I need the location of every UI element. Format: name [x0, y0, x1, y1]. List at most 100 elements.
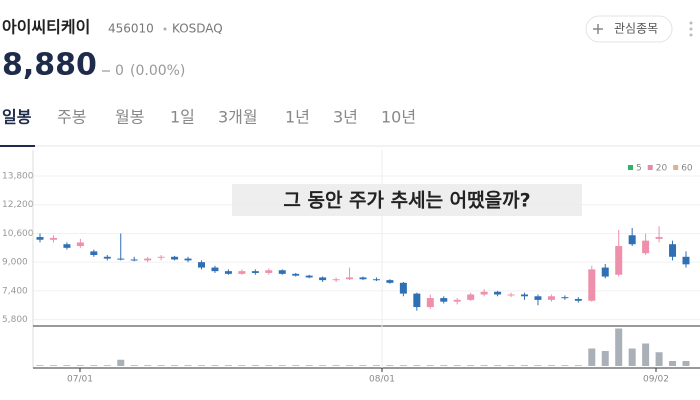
volume-bar	[628, 348, 636, 366]
caption-bg	[232, 184, 582, 216]
candle-body	[144, 258, 152, 261]
x-tick-label: 07/01	[67, 375, 93, 385]
candle-body	[453, 299, 461, 302]
volume-bar	[682, 361, 690, 366]
candle-body	[480, 291, 488, 295]
volume-bar	[655, 352, 663, 366]
candle-body	[305, 275, 313, 278]
volume-bar	[103, 365, 111, 366]
market: KOSDAQ	[172, 22, 223, 36]
volume-bar	[413, 365, 421, 366]
stock-name: 아이씨티케이	[2, 18, 90, 37]
y-tick-label: 12,200	[2, 200, 34, 210]
candle-body	[319, 277, 327, 281]
volume-bar	[372, 365, 380, 366]
volume-bar	[615, 328, 623, 366]
volume-bar	[588, 348, 596, 366]
tab[interactable]: 3개월	[218, 108, 258, 127]
candle-body	[601, 267, 609, 277]
volume-bar	[184, 365, 192, 366]
candle-body	[628, 235, 636, 245]
tab[interactable]: 1년	[285, 108, 310, 127]
candle-body	[63, 244, 71, 248]
tab[interactable]: 1일	[170, 108, 195, 127]
volume-bar	[547, 365, 555, 366]
candle-body	[467, 294, 475, 300]
candle-body	[399, 282, 407, 294]
tab[interactable]: 월봉	[115, 108, 144, 127]
tab[interactable]: 10년	[381, 108, 416, 127]
tab[interactable]: 일봉	[2, 108, 32, 127]
candle-body	[547, 296, 555, 300]
volume-bar	[426, 365, 434, 366]
candle-body	[521, 294, 528, 297]
volume-bar	[36, 365, 44, 366]
volume-bar	[346, 365, 354, 366]
volume-bar	[507, 365, 515, 366]
tab[interactable]: 주봉	[57, 108, 86, 127]
candle-body	[130, 259, 138, 261]
volume-bar	[49, 365, 57, 366]
tab[interactable]: 3년	[333, 108, 358, 127]
volume-bar	[63, 365, 71, 366]
volume-bar	[453, 365, 461, 366]
volume-bar	[467, 365, 475, 366]
volume-bar	[440, 365, 448, 366]
volume-bar	[494, 365, 502, 366]
candle-body	[157, 256, 165, 258]
candle-body	[103, 256, 111, 259]
volume-bar	[130, 365, 138, 366]
candle-body	[615, 246, 623, 275]
volume-bar	[144, 365, 152, 366]
candle-body	[359, 277, 367, 280]
volume-bar	[601, 351, 609, 366]
volume-bar	[238, 365, 246, 366]
volume-bar	[480, 365, 488, 366]
legend-swatch	[628, 165, 633, 170]
volume-bar	[292, 365, 300, 366]
more-menu[interactable]	[689, 21, 693, 37]
candle-body	[211, 267, 219, 272]
candle-body	[507, 294, 515, 296]
candle-body	[76, 242, 84, 247]
candle-body	[224, 271, 232, 274]
candle-body	[117, 258, 125, 260]
volume-bar	[171, 365, 179, 366]
volume-bar	[561, 365, 569, 366]
volume-bar	[198, 365, 205, 366]
separator-dot	[163, 27, 167, 31]
volume-bar	[90, 365, 98, 366]
candle-body	[265, 270, 273, 273]
volume-bar	[669, 361, 677, 366]
candle-body	[346, 277, 354, 280]
candle-body	[426, 298, 434, 308]
price: 8,880	[2, 48, 97, 83]
y-tick-label: 7,400	[2, 286, 28, 296]
candle-body	[386, 280, 394, 283]
volume-bar	[534, 365, 542, 366]
legend-swatch	[647, 165, 653, 170]
candle-body	[682, 256, 690, 265]
tab-bar: 일봉 주봉 월봉 1일 3개월 1년 3년 10년	[2, 108, 416, 127]
candle-body	[251, 271, 259, 273]
y-tick-label: 13,800	[2, 172, 34, 182]
candle-body	[332, 279, 340, 281]
volume-bar	[359, 365, 367, 366]
y-tick-label: 10,600	[2, 229, 34, 239]
plus-icon	[593, 24, 603, 34]
candle-body	[36, 237, 44, 240]
candle-body	[278, 270, 286, 274]
volume-bar	[399, 365, 407, 366]
volume-bar	[157, 365, 165, 366]
caption: 그 동안 주가 추세는 어땠을까?	[283, 190, 530, 212]
watch-button[interactable]	[585, 15, 673, 43]
candle-body	[494, 291, 502, 295]
volume-bar	[319, 365, 327, 366]
volume-bar	[224, 365, 232, 366]
candle-body	[90, 251, 98, 255]
candle-body	[413, 293, 421, 308]
candle-body	[534, 296, 542, 300]
y-tick-label: 5,800	[2, 315, 28, 325]
candle-body	[171, 256, 179, 260]
candle-body	[49, 237, 57, 240]
